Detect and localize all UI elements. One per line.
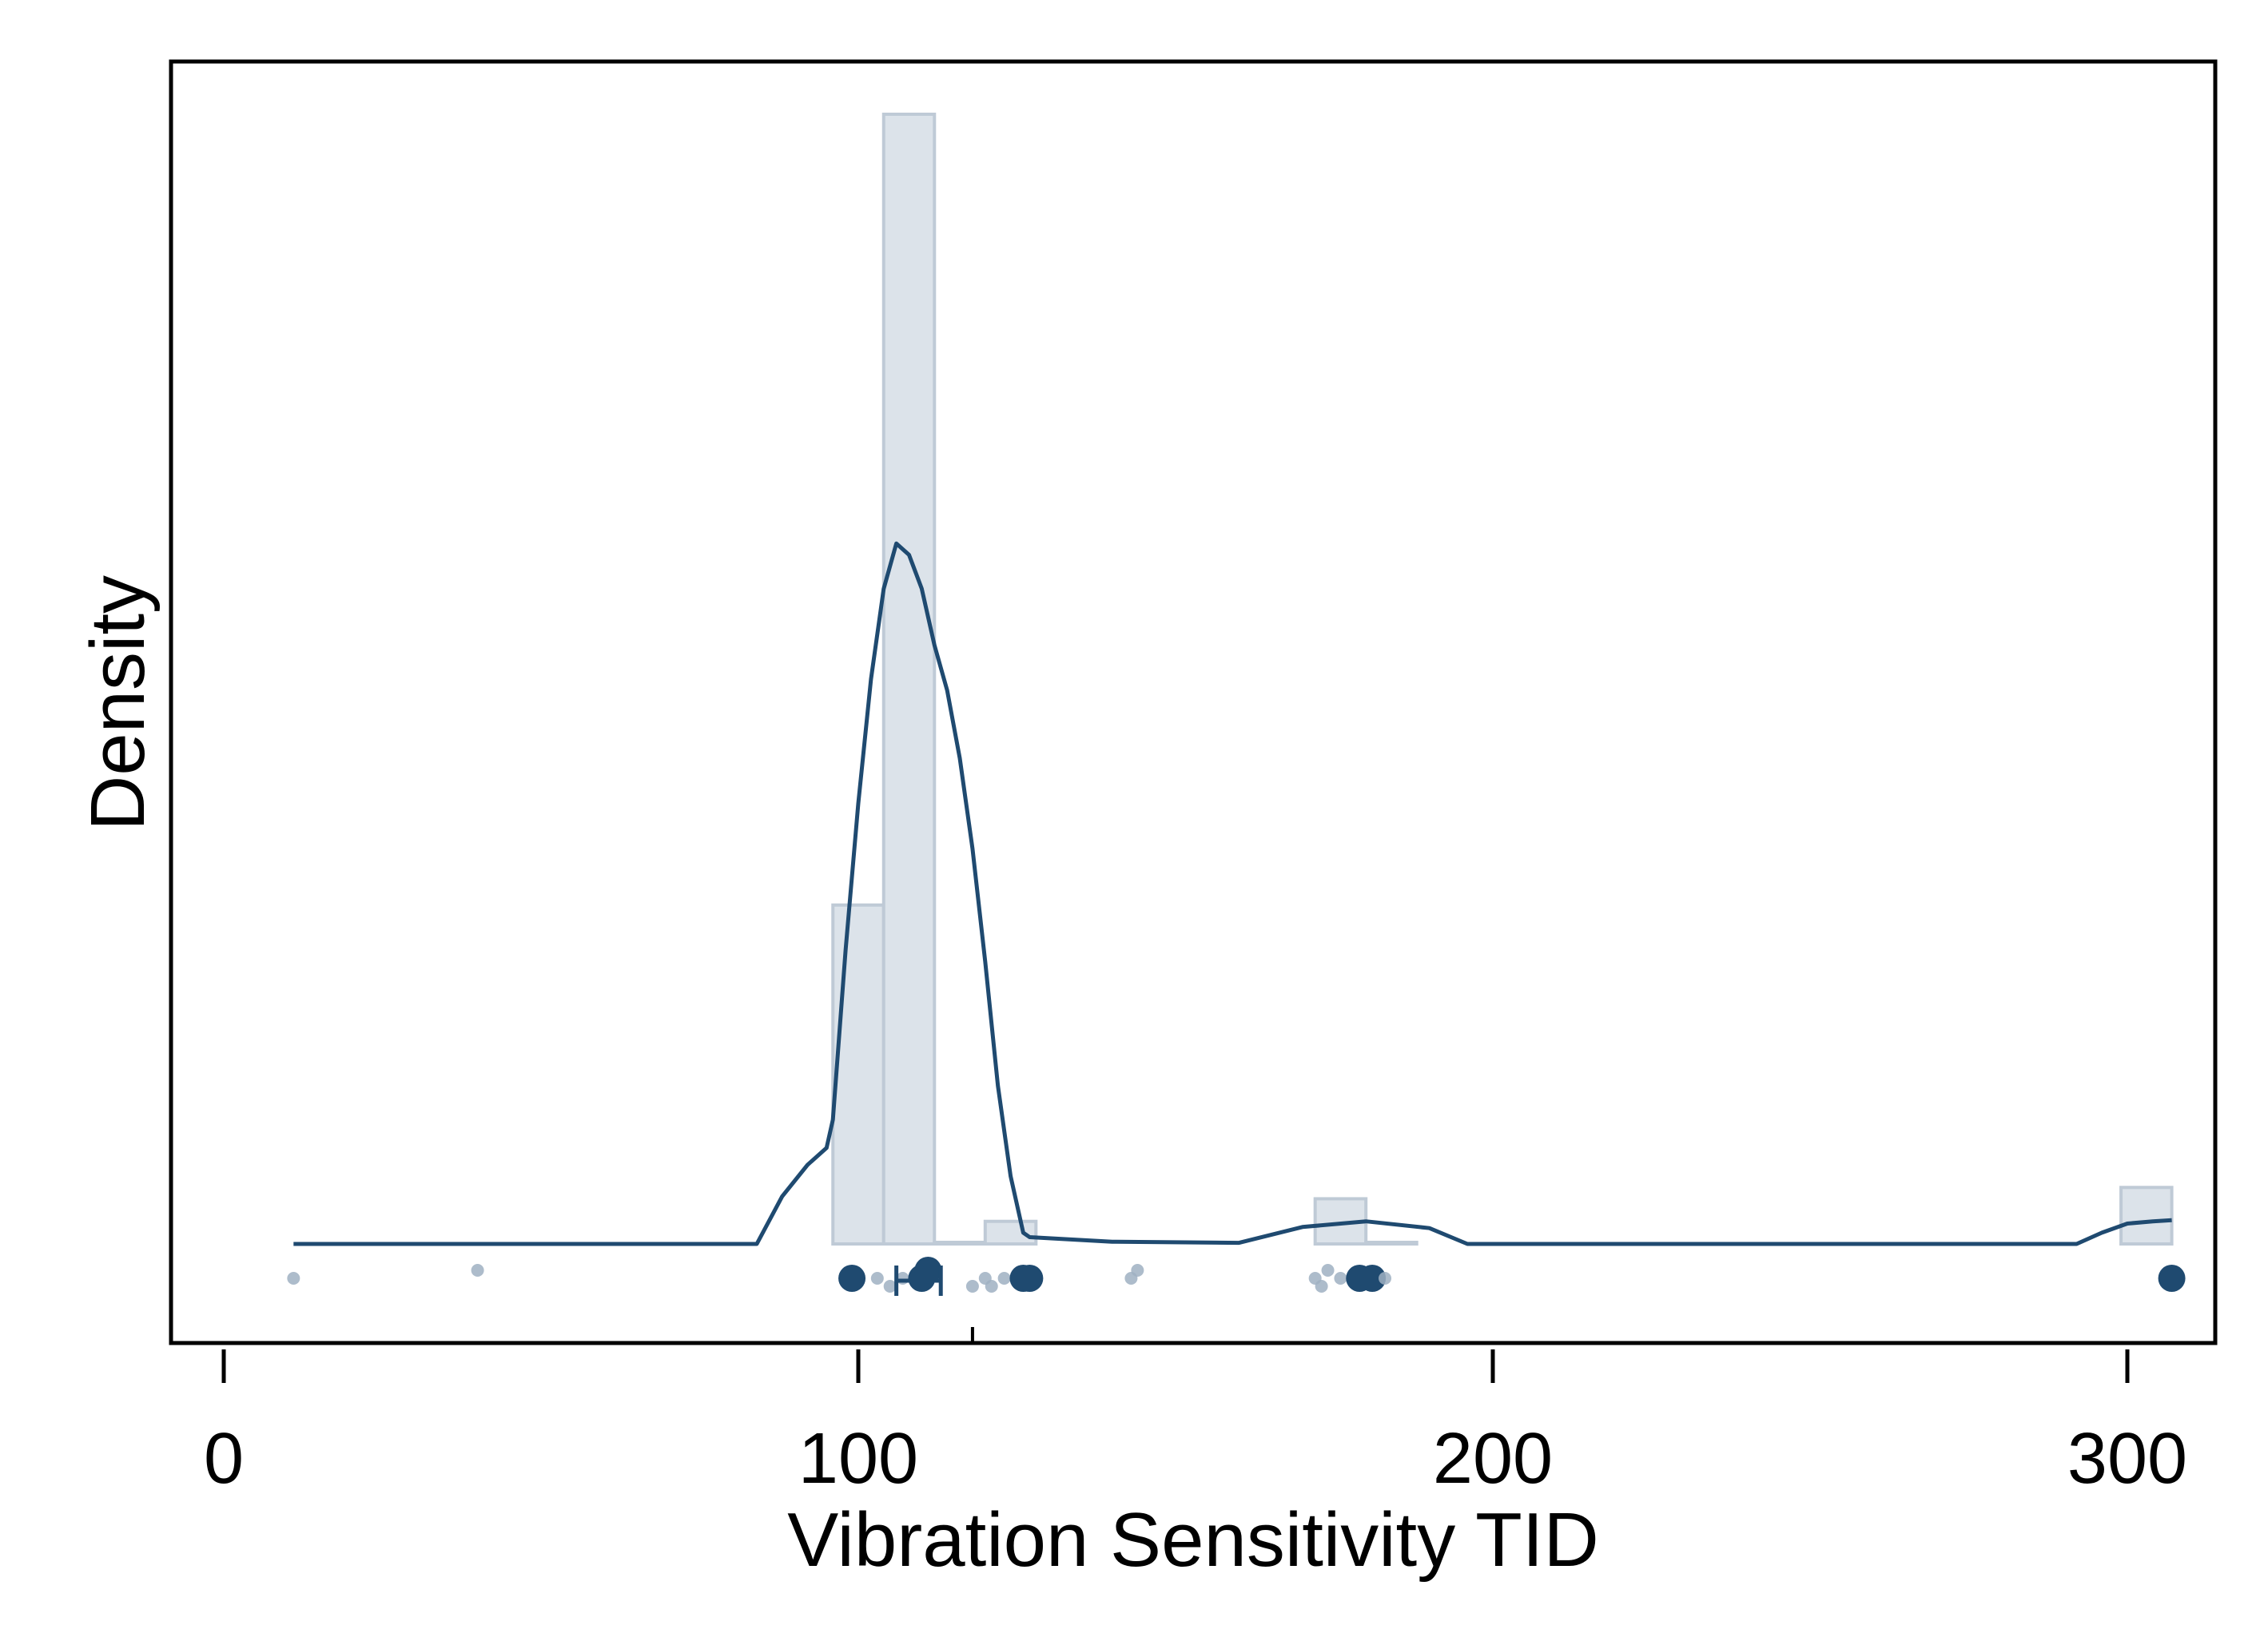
x-tick-label-1: 100 [798, 1419, 918, 1499]
x-axis-label: Vibration Sensitivity TID [787, 1497, 1599, 1583]
histogram-bar-3 [983, 1219, 1038, 1246]
data-point-8 [965, 1280, 979, 1293]
data-point-23 [2158, 1265, 2186, 1292]
x-tick-label-3: 300 [2067, 1419, 2187, 1499]
data-point-0 [287, 1272, 300, 1285]
histogram-bar-1 [881, 113, 937, 1246]
histogram-bar-6 [2119, 1186, 2174, 1246]
data-point-21 [1359, 1265, 1387, 1292]
data-points-layer [287, 1257, 2186, 1343]
data-point-15 [1131, 1264, 1144, 1277]
data-point-19 [1334, 1272, 1347, 1285]
x-axis: 0 100 200 300 [204, 1349, 2187, 1499]
data-point-4 [883, 1280, 897, 1293]
y-axis-label: Density [75, 575, 161, 831]
data-point-17 [1315, 1280, 1328, 1293]
histogram-bars [831, 113, 2174, 1246]
histogram-bar-2 [933, 1241, 987, 1246]
density-curve [293, 541, 2172, 1246]
data-point-2 [838, 1265, 866, 1292]
histogram-bar-0 [831, 903, 885, 1246]
data-point-13 [1016, 1265, 1044, 1292]
data-point-1 [471, 1264, 484, 1277]
data-point-10 [985, 1280, 998, 1293]
histogram-bar-5 [1364, 1241, 1418, 1246]
data-point-3 [870, 1272, 884, 1285]
data-point-11 [997, 1272, 1011, 1285]
data-point-22 [1379, 1272, 1392, 1285]
x-tick-label-0: 0 [204, 1419, 244, 1499]
plot-frame [169, 59, 2218, 1345]
data-point-18 [1321, 1264, 1335, 1277]
x-tick-label-2: 200 [1433, 1419, 1553, 1499]
data-point-7 [914, 1257, 942, 1284]
density-curve-layer [293, 541, 2172, 1246]
